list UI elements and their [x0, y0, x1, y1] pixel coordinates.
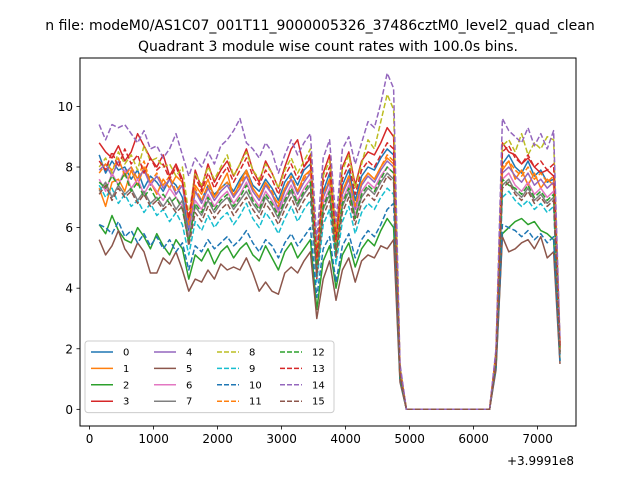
chart-title: Quadrant 3 module wise count rates with … — [138, 39, 518, 55]
y-tick-label: 4 — [65, 282, 73, 296]
y-tick-label: 0 — [65, 403, 73, 417]
y-tick-label: 6 — [65, 221, 73, 235]
axes-frame — [79, 57, 577, 427]
y-tick-label: 10 — [58, 100, 73, 114]
y-tick-label: 8 — [65, 161, 73, 175]
legend-label-6: 6 — [186, 380, 192, 391]
legend-label-12: 12 — [312, 348, 325, 359]
legend-frame — [84, 340, 335, 414]
x-tick-label: 1000 — [138, 432, 169, 446]
x-axis-offset-text: +3.9991e8 — [507, 454, 574, 468]
x-tick-label: 3000 — [266, 432, 297, 446]
figure-suptitle: n file: modeM0/AS1C07_001T11_9000005326_… — [45, 18, 594, 34]
x-tick-label: 5000 — [394, 432, 425, 446]
x-axis: 0 1000 2000 3000 4000 5000 6000 7000 — [86, 426, 553, 446]
y-tick-label: 2 — [65, 342, 73, 356]
x-tick-label: 4000 — [330, 432, 361, 446]
legend-label-13: 13 — [312, 364, 325, 375]
legend-label-4: 4 — [186, 348, 192, 359]
legend-label-10: 10 — [249, 380, 262, 391]
series-line-15 — [98, 175, 561, 411]
legend-label-2: 2 — [123, 380, 129, 391]
legend-label-0: 0 — [123, 348, 129, 359]
x-tick-label: 0 — [86, 432, 94, 446]
legend-label-7: 7 — [186, 397, 192, 408]
legend-label-14: 14 — [312, 380, 325, 391]
legend-label-5: 5 — [186, 364, 192, 375]
legend-label-9: 9 — [249, 364, 255, 375]
x-tick-label: 2000 — [202, 432, 233, 446]
legend-label-1: 1 — [123, 364, 129, 375]
plot-lines — [98, 72, 561, 411]
legend-label-11: 11 — [249, 397, 262, 408]
legend-label-8: 8 — [249, 348, 255, 359]
legend-label-3: 3 — [123, 397, 129, 408]
legend-label-15: 15 — [312, 397, 325, 408]
x-tick-label: 6000 — [458, 432, 489, 446]
x-tick-label: 7000 — [522, 432, 553, 446]
y-axis: 0 2 4 6 8 10 — [58, 100, 80, 417]
